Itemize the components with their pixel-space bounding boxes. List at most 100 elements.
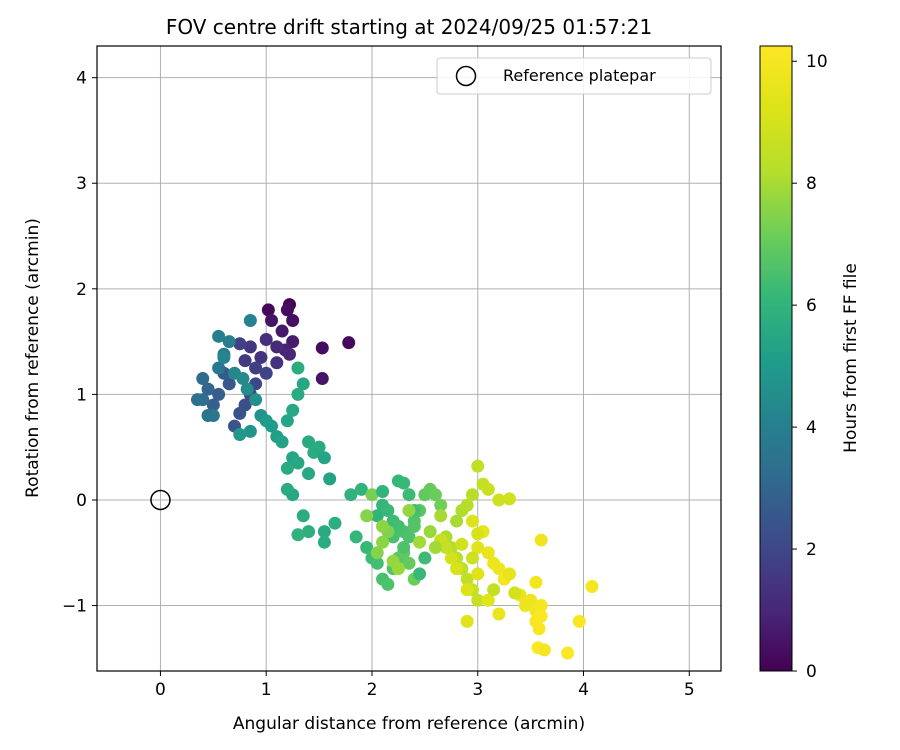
data-point bbox=[291, 528, 305, 542]
data-point bbox=[206, 409, 220, 423]
data-point bbox=[280, 303, 294, 317]
data-point bbox=[312, 440, 326, 454]
data-point bbox=[534, 609, 548, 623]
data-point bbox=[296, 377, 310, 391]
data-point bbox=[280, 414, 294, 428]
data-point bbox=[236, 372, 250, 386]
data-point bbox=[342, 336, 356, 350]
data-point bbox=[471, 567, 485, 581]
data-point bbox=[460, 572, 474, 586]
grid bbox=[97, 46, 721, 671]
data-point bbox=[286, 403, 300, 417]
data-point bbox=[465, 551, 479, 565]
colorbar-tick-label: 6 bbox=[806, 296, 817, 316]
data-point bbox=[243, 340, 257, 354]
data-point bbox=[524, 593, 538, 607]
data-point bbox=[291, 456, 305, 470]
data-point bbox=[397, 540, 411, 554]
y-tick-label: −1 bbox=[62, 597, 87, 617]
data-point bbox=[302, 435, 316, 449]
data-point bbox=[428, 488, 442, 502]
y-tick-label: 3 bbox=[76, 174, 87, 194]
data-point bbox=[561, 646, 575, 660]
reference-marker bbox=[150, 489, 171, 511]
data-point bbox=[471, 527, 485, 541]
data-point bbox=[450, 514, 464, 528]
data-point bbox=[465, 488, 479, 502]
data-point bbox=[391, 562, 405, 576]
data-point bbox=[217, 350, 231, 364]
y-tick-label: 1 bbox=[76, 385, 87, 405]
x-axis-ticks: 0 1 2 3 4 5 bbox=[155, 671, 695, 700]
x-tick-label: 3 bbox=[472, 680, 483, 700]
data-point bbox=[270, 340, 284, 354]
data-point bbox=[254, 350, 268, 364]
data-point bbox=[397, 476, 411, 490]
data-point bbox=[370, 546, 384, 560]
data-point bbox=[296, 509, 310, 523]
data-point bbox=[243, 424, 257, 438]
data-point bbox=[492, 562, 506, 576]
data-points bbox=[190, 298, 599, 660]
data-point bbox=[423, 525, 437, 539]
data-point bbox=[487, 583, 501, 597]
data-point bbox=[465, 514, 479, 528]
colorbar-label: Hours from first FF file bbox=[841, 263, 861, 453]
colorbar-tick-label: 8 bbox=[806, 174, 817, 194]
data-point bbox=[402, 556, 416, 570]
data-point bbox=[315, 341, 329, 355]
data-point bbox=[222, 377, 236, 391]
y-tick-label: 0 bbox=[76, 491, 87, 511]
data-point bbox=[572, 614, 586, 628]
legend-marker bbox=[455, 65, 477, 87]
data-point bbox=[238, 354, 252, 368]
data-point bbox=[323, 472, 337, 486]
data-point bbox=[206, 398, 220, 412]
data-point bbox=[407, 519, 421, 533]
data-point bbox=[196, 372, 210, 386]
data-point bbox=[317, 535, 331, 549]
data-point bbox=[317, 451, 331, 465]
data-point bbox=[376, 519, 390, 533]
data-point bbox=[502, 567, 516, 581]
legend-label: Reference platepar bbox=[503, 66, 656, 85]
data-point bbox=[434, 498, 448, 512]
data-point bbox=[376, 535, 390, 549]
data-point bbox=[265, 419, 279, 433]
data-point bbox=[529, 575, 543, 589]
data-point bbox=[349, 530, 363, 544]
data-point bbox=[492, 493, 506, 507]
data-point bbox=[492, 607, 506, 621]
data-point bbox=[365, 488, 379, 502]
data-point bbox=[402, 530, 416, 544]
data-point bbox=[315, 372, 329, 386]
colorbar-tick-label: 2 bbox=[806, 540, 817, 560]
data-point bbox=[212, 361, 226, 375]
data-point bbox=[444, 551, 458, 565]
data-point bbox=[302, 467, 316, 481]
data-point bbox=[259, 366, 273, 380]
colorbar-tick-label: 10 bbox=[806, 52, 828, 72]
y-axis-label: Rotation from reference (arcmin) bbox=[23, 218, 43, 498]
data-point bbox=[439, 540, 453, 554]
data-point bbox=[317, 525, 331, 539]
data-point bbox=[537, 643, 551, 657]
plot-frame bbox=[96, 45, 722, 672]
data-point bbox=[240, 382, 254, 396]
data-point bbox=[249, 393, 263, 407]
colorbar bbox=[759, 45, 793, 672]
legend-box bbox=[436, 57, 712, 95]
data-point bbox=[302, 525, 316, 539]
x-tick-label: 1 bbox=[261, 680, 272, 700]
data-point bbox=[328, 516, 342, 530]
data-point bbox=[402, 488, 416, 502]
data-point bbox=[460, 614, 474, 628]
data-point bbox=[286, 335, 300, 349]
data-point bbox=[360, 540, 374, 554]
data-point bbox=[275, 435, 289, 449]
data-point bbox=[291, 361, 305, 375]
y-tick-label: 4 bbox=[76, 69, 87, 89]
x-tick-label: 5 bbox=[684, 680, 695, 700]
data-point bbox=[413, 567, 427, 581]
